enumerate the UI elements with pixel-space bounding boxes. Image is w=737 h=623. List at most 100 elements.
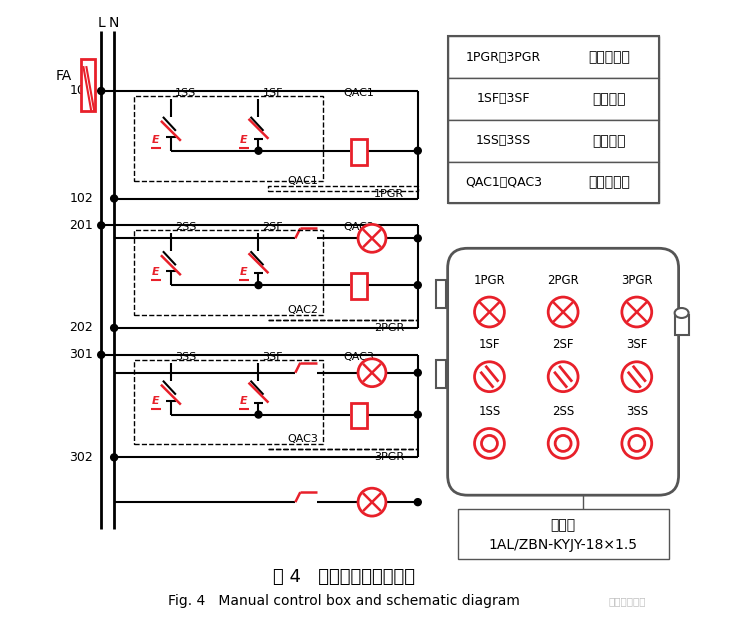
Text: QAC2: QAC2 <box>287 305 319 315</box>
Circle shape <box>255 282 262 288</box>
Circle shape <box>475 297 504 327</box>
Text: 2SS: 2SS <box>552 405 574 418</box>
Text: 1SF: 1SF <box>479 338 500 351</box>
Bar <box>447 120 659 162</box>
Bar <box>351 402 367 429</box>
Circle shape <box>98 222 105 229</box>
Text: 201: 201 <box>69 219 94 232</box>
Bar <box>436 360 446 388</box>
Circle shape <box>475 429 504 459</box>
Text: 红色信号灯: 红色信号灯 <box>588 50 630 64</box>
Circle shape <box>548 297 578 327</box>
Text: 2PGR: 2PGR <box>374 323 404 333</box>
Text: 2SF: 2SF <box>552 338 574 351</box>
Text: QAC1: QAC1 <box>343 88 374 98</box>
Text: 1SS: 1SS <box>478 405 500 418</box>
Text: QAC2: QAC2 <box>343 222 374 232</box>
Text: QAC3: QAC3 <box>288 434 318 444</box>
Text: QAC1～QAC3: QAC1～QAC3 <box>465 176 542 189</box>
Text: L: L <box>97 16 105 31</box>
Text: 1AL/ZBN-KYJY-18×1.5: 1AL/ZBN-KYJY-18×1.5 <box>489 538 638 552</box>
Circle shape <box>622 362 652 392</box>
Text: 102: 102 <box>69 192 94 205</box>
Text: 3SS: 3SS <box>626 405 648 418</box>
Text: 3SF: 3SF <box>262 352 283 362</box>
Circle shape <box>629 435 645 452</box>
Text: 3SF: 3SF <box>626 338 648 351</box>
Text: 交流接触器: 交流接触器 <box>588 176 630 189</box>
Circle shape <box>475 362 504 392</box>
Bar <box>134 96 324 181</box>
Bar <box>268 186 418 191</box>
Text: 3SS: 3SS <box>175 352 196 362</box>
Bar <box>458 509 668 559</box>
Circle shape <box>414 282 422 288</box>
Text: 控制线: 控制线 <box>551 518 576 532</box>
Bar <box>81 59 95 111</box>
Circle shape <box>414 235 422 242</box>
Ellipse shape <box>674 308 688 318</box>
Text: 301: 301 <box>69 348 94 361</box>
Text: E: E <box>240 267 248 277</box>
Circle shape <box>255 411 262 418</box>
Text: 302: 302 <box>69 451 94 464</box>
Circle shape <box>414 411 422 418</box>
Text: 3PGR: 3PGR <box>374 452 404 462</box>
Text: N: N <box>109 16 119 31</box>
Text: 1PGR: 1PGR <box>474 273 506 287</box>
Circle shape <box>358 488 386 516</box>
Bar <box>134 360 324 444</box>
Text: 1SS～3SS: 1SS～3SS <box>476 135 531 147</box>
Bar <box>447 162 659 204</box>
Circle shape <box>622 297 652 327</box>
Text: 1PGR: 1PGR <box>374 189 404 199</box>
Text: FA: FA <box>55 69 71 83</box>
Text: 1PGR～3PGR: 1PGR～3PGR <box>466 50 541 64</box>
Circle shape <box>255 147 262 155</box>
Circle shape <box>111 454 118 461</box>
Text: QAC1: QAC1 <box>288 176 318 186</box>
Circle shape <box>98 87 105 95</box>
Text: E: E <box>152 396 160 406</box>
Text: E: E <box>240 135 248 145</box>
Text: 2PGR: 2PGR <box>548 273 579 287</box>
Bar <box>351 273 367 299</box>
Text: 启动按钮: 启动按钮 <box>592 92 626 106</box>
Bar <box>134 231 324 315</box>
Bar <box>447 36 659 78</box>
Text: 2SF: 2SF <box>262 222 283 232</box>
Text: Fig. 4   Manual control box and schematic diagram: Fig. 4 Manual control box and schematic … <box>168 594 520 607</box>
Circle shape <box>414 369 422 376</box>
Bar <box>351 139 367 164</box>
Circle shape <box>111 325 118 331</box>
Bar <box>674 315 688 335</box>
Circle shape <box>548 429 578 459</box>
Text: 停止按钮: 停止按钮 <box>592 134 626 148</box>
Circle shape <box>622 429 652 459</box>
Circle shape <box>98 351 105 358</box>
Circle shape <box>414 147 422 155</box>
Text: 1SF～3SF: 1SF～3SF <box>477 92 530 105</box>
Circle shape <box>481 435 497 452</box>
Text: 202: 202 <box>69 321 94 335</box>
Text: 3PGR: 3PGR <box>621 273 652 287</box>
Circle shape <box>358 359 386 387</box>
Text: E: E <box>240 396 248 406</box>
FancyBboxPatch shape <box>447 249 679 495</box>
Text: QAC3: QAC3 <box>343 352 374 362</box>
Bar <box>436 280 446 308</box>
Circle shape <box>548 362 578 392</box>
Circle shape <box>358 224 386 252</box>
Text: 1SS: 1SS <box>175 88 196 98</box>
Bar <box>447 36 659 204</box>
Text: E: E <box>152 135 160 145</box>
Text: 建筑电气杂志: 建筑电气杂志 <box>608 596 646 606</box>
Circle shape <box>555 435 571 452</box>
Text: 101: 101 <box>69 85 94 97</box>
Circle shape <box>414 498 422 506</box>
Text: 2SS: 2SS <box>175 222 196 232</box>
Circle shape <box>111 195 118 202</box>
Text: 图 4   手动控制箱及原理图: 图 4 手动控制箱及原理图 <box>273 568 415 586</box>
Bar <box>447 78 659 120</box>
Text: 1SF: 1SF <box>262 88 283 98</box>
